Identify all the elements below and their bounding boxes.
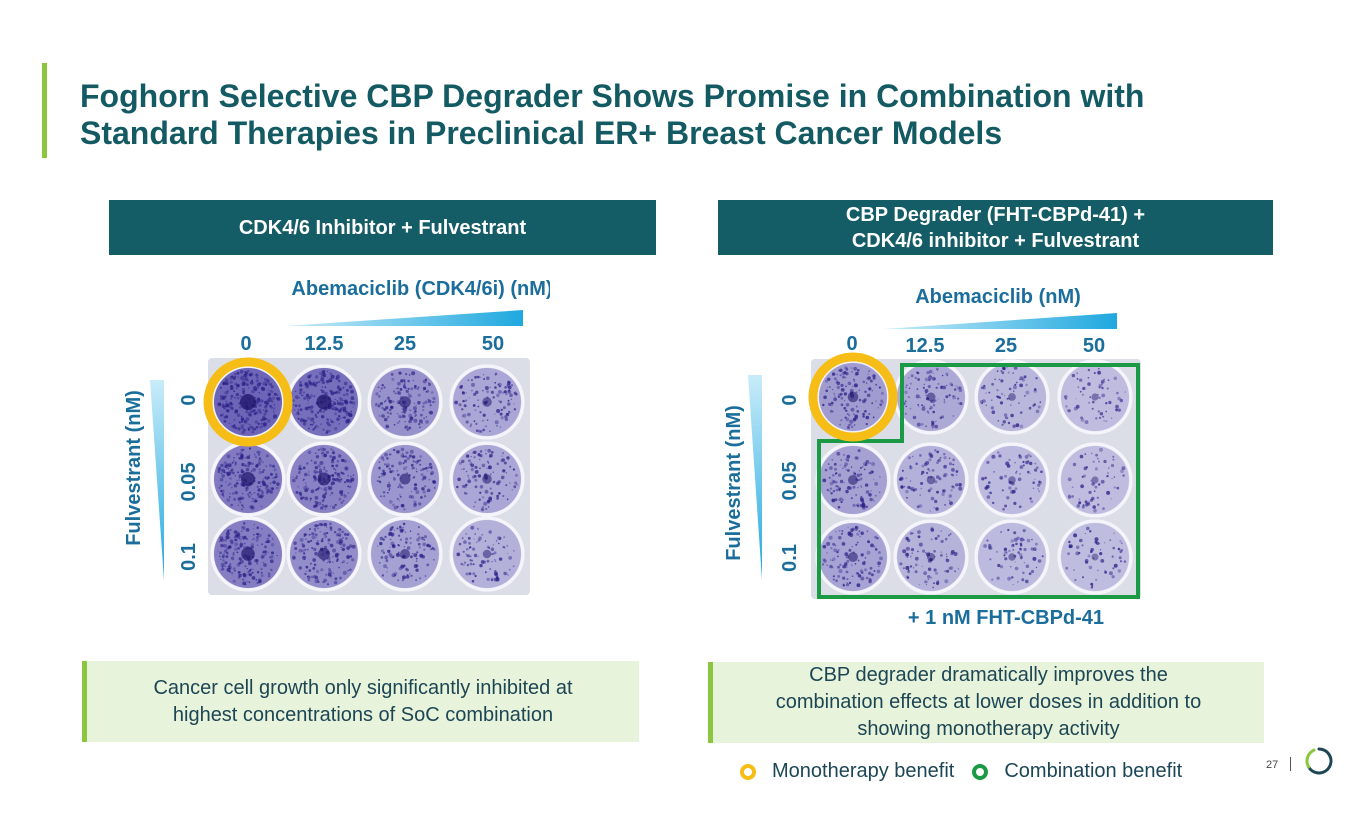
legend-monotherapy-label: Monotherapy benefit	[772, 760, 955, 782]
well	[210, 516, 286, 592]
slide-title-line-2: Standard Therapies in Preclinical ER+ Br…	[80, 115, 1003, 151]
title-accent-bar	[42, 63, 47, 158]
right-caption: CBP degrader dramatically improves the c…	[708, 662, 1264, 743]
left-abemaciclib-wedge	[285, 310, 523, 326]
well	[1057, 519, 1133, 595]
right-well-plate-figure: Abemaciclib (nM) 0 12.5 25 50 Fulvestran…	[723, 286, 1141, 629]
well	[449, 441, 525, 517]
right-x-axis-title: Abemaciclib (nM)	[915, 286, 1081, 308]
well	[449, 516, 525, 592]
legend: Monotherapy benefit Combination benefit	[740, 760, 1182, 783]
left-caption-line-2: highest concentrations of SoC combinatio…	[172, 703, 554, 726]
left-y-axis-title: Fulvestrant (nM)	[123, 390, 145, 546]
well	[210, 441, 286, 517]
left-caption: Cancer cell growth only significantly in…	[82, 661, 639, 742]
well	[974, 359, 1050, 435]
right-degrader-footnote: + 1 nM FHT-CBPd-41	[908, 607, 1104, 629]
left-monotherapy-ring	[203, 357, 293, 447]
well	[815, 519, 891, 595]
combination-ring-icon	[972, 763, 989, 780]
well	[210, 364, 286, 440]
well	[893, 442, 969, 518]
right-y-axis-title: Fulvestrant (nM)	[723, 405, 745, 561]
right-caption-line-3: showing monotherapy activity	[857, 718, 1120, 740]
right-caption-line-1: CBP degrader dramatically improves the	[809, 664, 1168, 686]
well	[1057, 442, 1133, 518]
foghorn-logo-icon	[1305, 747, 1333, 775]
slide-title: Foghorn Selective CBP Degrader Shows Pro…	[80, 78, 1280, 152]
left-y-tick: 0.05	[178, 463, 200, 502]
well	[893, 519, 969, 595]
right-y-tick: 0	[779, 394, 801, 405]
well	[815, 442, 891, 518]
left-x-tick: 50	[482, 333, 504, 355]
well	[286, 364, 362, 440]
page-number-divider	[1290, 757, 1291, 771]
well	[367, 441, 443, 517]
right-panel-header-line-1: CBP Degrader (FHT-CBPd-41) +	[845, 203, 1146, 226]
right-combination-box	[817, 363, 1140, 599]
well	[367, 364, 443, 440]
slide-title-line-1: Foghorn Selective CBP Degrader Shows Pro…	[80, 78, 1145, 114]
left-x-tick: 12.5	[305, 333, 344, 355]
left-caption-line-1: Cancer cell growth only significantly in…	[153, 676, 573, 699]
well	[367, 516, 443, 592]
well	[974, 519, 1050, 595]
right-x-tick: 25	[995, 335, 1017, 357]
well	[286, 516, 362, 592]
left-panel-header-text: CDK4/6 Inhibitor + Fulvestrant	[238, 216, 527, 239]
right-y-tick: 0.1	[779, 544, 801, 572]
right-fulvestrant-wedge	[748, 375, 762, 580]
left-well-plate-figure: Abemaciclib (CDK4/6i) (nM) 0 12.5 25 50 …	[123, 278, 550, 595]
right-panel-header: CBP Degrader (FHT-CBPd-41) + CDK4/6 inhi…	[718, 200, 1273, 255]
left-x-tick: 0	[240, 333, 251, 355]
left-x-tick: 25	[394, 333, 416, 355]
well	[893, 359, 969, 435]
right-monotherapy-ring	[808, 352, 898, 442]
right-x-tick: 50	[1083, 335, 1105, 357]
right-caption-line-2: combination effects at lower doses in ad…	[775, 691, 1202, 713]
right-panel-header-line-2: CDK4/6 inhibitor + Fulvestrant	[851, 229, 1140, 252]
well	[815, 359, 891, 435]
well	[1057, 359, 1133, 435]
right-abemaciclib-wedge	[883, 313, 1117, 329]
well	[286, 441, 362, 517]
well	[974, 442, 1050, 518]
left-y-tick: 0	[178, 394, 200, 405]
right-y-tick: 0.05	[779, 462, 801, 501]
left-fulvestrant-wedge	[150, 380, 164, 580]
monotherapy-ring-icon	[740, 763, 756, 780]
right-x-tick: 0	[846, 333, 857, 355]
left-x-axis-title: Abemaciclib (CDK4/6i) (nM)	[291, 278, 550, 300]
left-y-tick: 0.1	[178, 543, 200, 571]
legend-combination-label: Combination benefit	[1004, 760, 1183, 782]
page-number: 27	[1266, 759, 1279, 771]
left-panel-header: CDK4/6 Inhibitor + Fulvestrant	[109, 200, 656, 255]
well	[449, 364, 525, 440]
right-x-tick: 12.5	[906, 335, 945, 357]
left-wells	[210, 364, 525, 592]
